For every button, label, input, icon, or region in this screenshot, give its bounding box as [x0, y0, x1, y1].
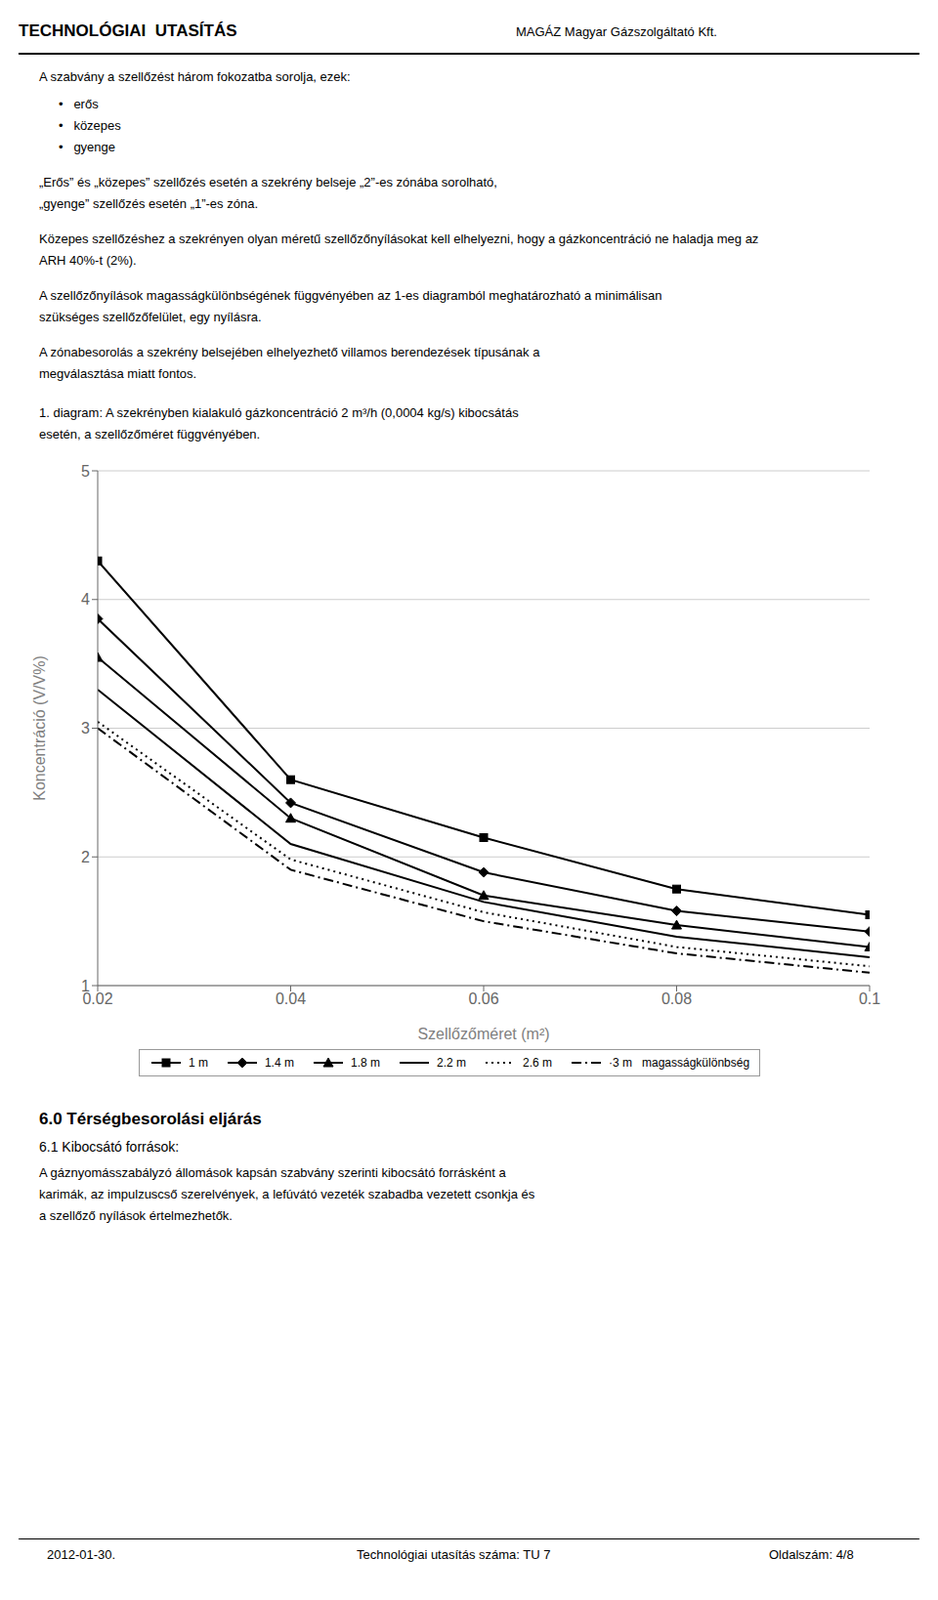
html-text:• erős: • erős: [58, 96, 99, 112]
html-text:1.4 m: 1.4 m: [264, 1056, 295, 1070]
svg-text:0.08: 0.08: [661, 990, 692, 1008]
html-text:karimák, az impulzuscső szerel: karimák, az impulzuscső szerelvények, a …: [39, 1187, 535, 1202]
svg-text:3: 3: [81, 720, 90, 737]
svg-text:0.1: 0.1: [858, 990, 881, 1008]
html-text:·3 m magasságkülönbség: ·3 m magasságkülönbség: [608, 1056, 750, 1070]
html-text:A szellőzőnyílások magasságkül: A szellőzőnyílások magasságkülönbségének…: [39, 288, 662, 303]
html-text:1. diagram: A szekrényben kial: 1. diagram: A szekrényben kialakuló gázk…: [39, 405, 519, 421]
html-text:2.6 m: 2.6 m: [522, 1056, 553, 1070]
html-text:6.1 Kibocsátó források:: 6.1 Kibocsátó források:: [39, 1139, 180, 1155]
html-text:„Erős” és „közepes” szellőzés: „Erős” és „közepes” szellőzés esetén a s…: [39, 174, 498, 190]
html-text:TECHNOLÓGIAI UTASÍTÁS: TECHNOLÓGIAI UTASÍTÁS: [18, 21, 237, 41]
html-text:• gyenge: • gyenge: [58, 139, 116, 155]
html-text:• közepes: • közepes: [58, 118, 121, 133]
html-text:A gáznyomásszabályzó állomások: A gáznyomásszabályzó állomások kapsán sz…: [39, 1165, 506, 1181]
html-text:ARH 40%-t (2%).: ARH 40%-t (2%).: [39, 253, 137, 268]
html-text:2.2 m: 2.2 m: [436, 1056, 467, 1070]
html-text:MAGÁZ Magyar Gázszolgáltató Kf: MAGÁZ Magyar Gázszolgáltató Kft.: [515, 24, 718, 40]
html-text:1.8 m: 1.8 m: [350, 1056, 381, 1070]
html-text:2012-01-30.: 2012-01-30.: [46, 1547, 116, 1563]
html-text:esetén, a szellőzőméret függvé: esetén, a szellőzőméret függvényében.: [39, 426, 261, 442]
html-text:Oldalszám: 4/8: Oldalszám: 4/8: [768, 1547, 854, 1563]
svg-text:Szellőzőméret (m²): Szellőzőméret (m²): [417, 1025, 550, 1043]
html-text:6.0 Térségbesorolási eljárás: 6.0 Térségbesorolási eljárás: [39, 1109, 262, 1129]
svg-text:5: 5: [81, 463, 90, 480]
svg-text:0.06: 0.06: [468, 990, 499, 1008]
svg-text:2: 2: [81, 849, 90, 866]
svg-text:0.04: 0.04: [275, 990, 306, 1008]
html-text:a szellőző nyílások értelmezhe: a szellőző nyílások értelmezhetők.: [39, 1208, 233, 1224]
svg-text:Koncentráció (V/V%): Koncentráció (V/V%): [31, 655, 48, 802]
html-text:1 m: 1 m: [188, 1056, 209, 1070]
html-text:megválasztása miatt fontos.: megválasztása miatt fontos.: [39, 366, 197, 382]
html-text:A szabvány a szellőzést három: A szabvány a szellőzést három fokozatba …: [39, 69, 351, 85]
svg-text:4: 4: [81, 591, 90, 608]
html-text:szükséges szellőzőfelület, egy: szükséges szellőzőfelület, egy nyílásra.: [39, 309, 262, 325]
html-text:„gyenge” szellőzés esetén „1”-: „gyenge” szellőzés esetén „1”-es zóna.: [39, 196, 258, 212]
html-text:Technológiai utasítás száma: T: Technológiai utasítás száma: TU 7: [356, 1547, 551, 1563]
html-text:A zónabesorolás a szekrény bel: A zónabesorolás a szekrény belsejében el…: [39, 344, 540, 360]
svg-text:0.02: 0.02: [82, 991, 113, 1008]
svg-text:1: 1: [81, 978, 90, 995]
html-text:Közepes szellőzéshez a szekrén: Közepes szellőzéshez a szekrényen olyan …: [39, 231, 759, 247]
